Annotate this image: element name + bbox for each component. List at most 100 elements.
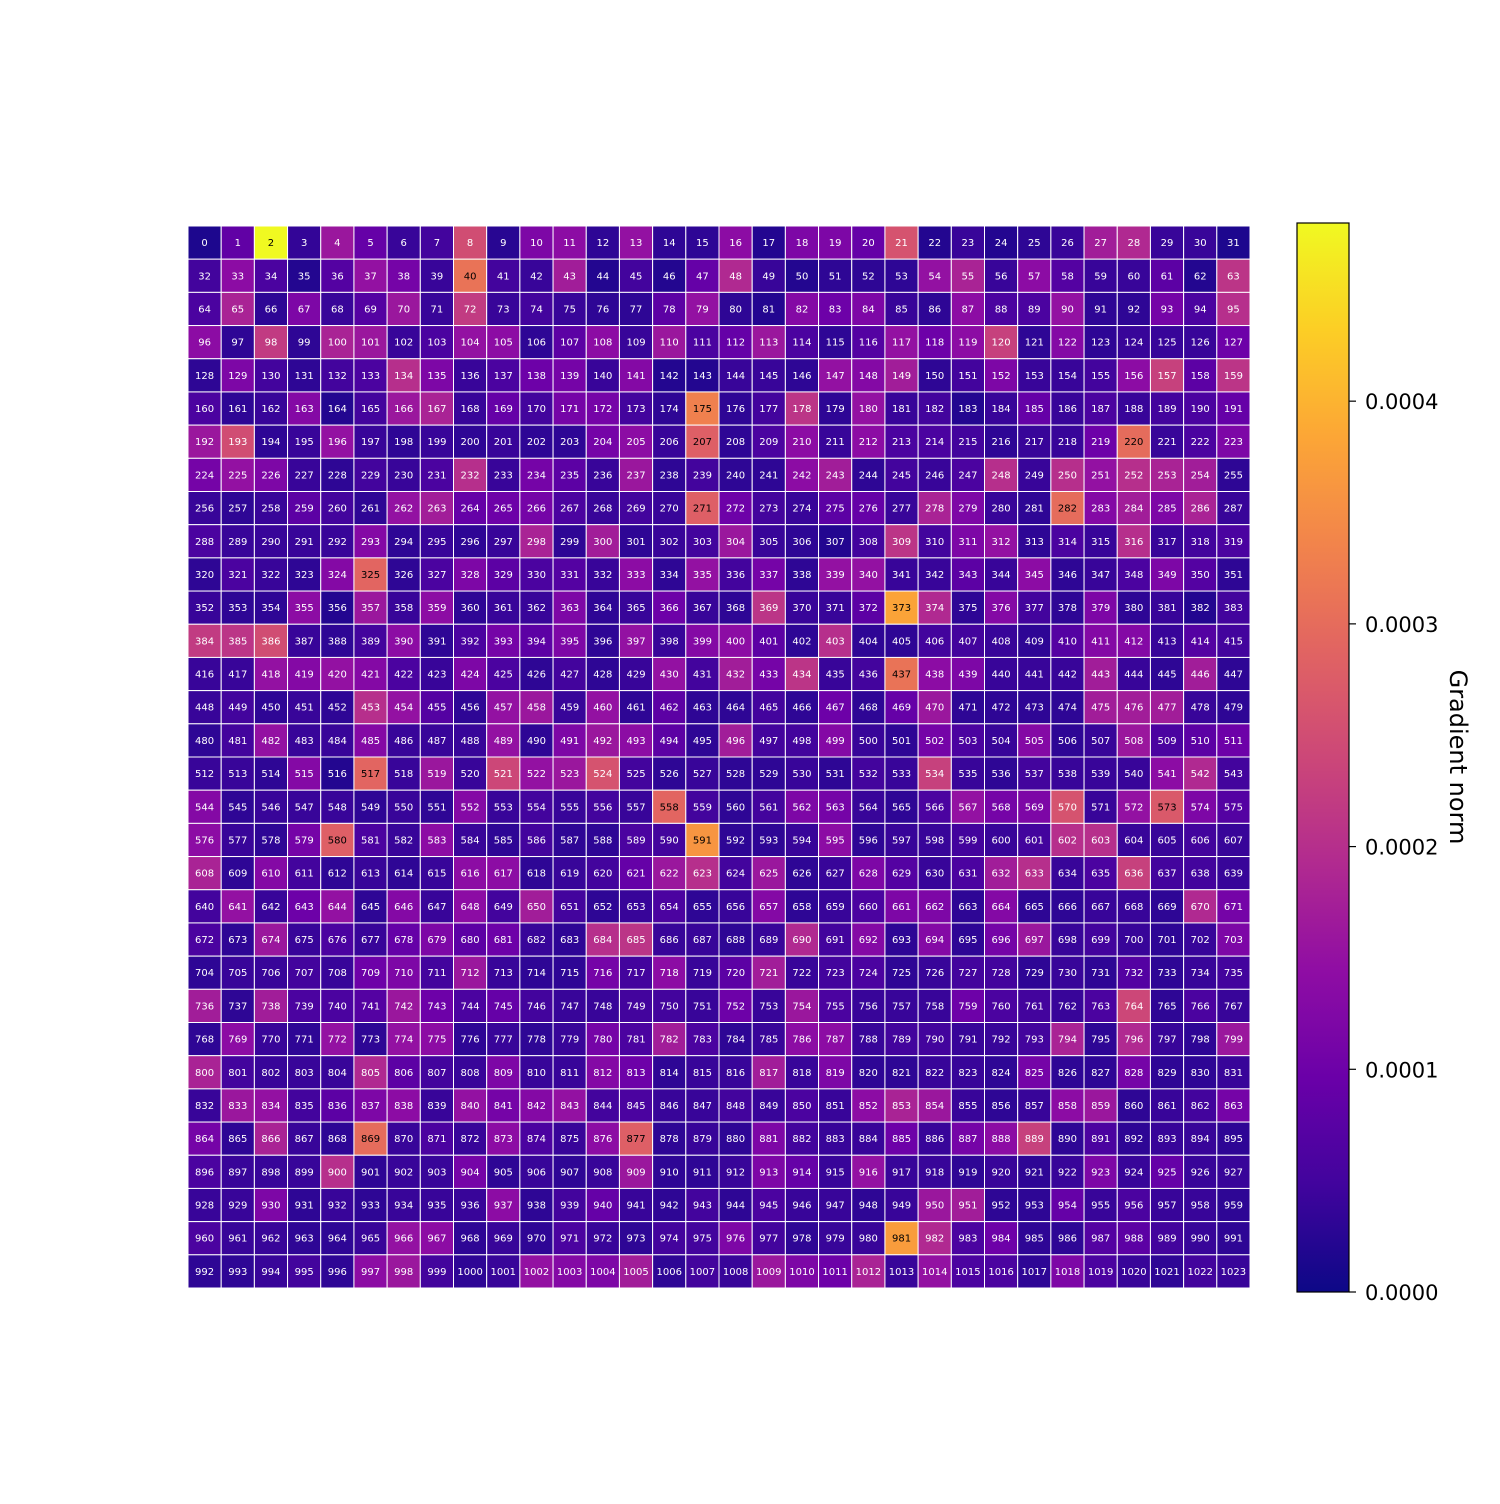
heatmap-cell xyxy=(1149,1121,1185,1156)
heatmap-cell xyxy=(519,756,554,791)
heatmap-cell xyxy=(751,258,786,293)
heatmap-cell xyxy=(353,922,388,957)
heatmap-cell xyxy=(187,922,222,957)
cell-label: 522 xyxy=(527,769,546,780)
heatmap-cell xyxy=(884,424,919,459)
heatmap-cell xyxy=(1017,889,1052,924)
cell-label: 8 xyxy=(467,238,473,249)
cell-label: 1009 xyxy=(756,1267,781,1278)
heatmap-cell xyxy=(984,1254,1019,1289)
cell-label: 462 xyxy=(660,703,679,714)
heatmap-cell xyxy=(287,822,322,858)
heatmap-cell xyxy=(419,291,454,327)
cell-label: 75 xyxy=(563,304,576,315)
heatmap-cell xyxy=(453,656,488,692)
cell-label: 90 xyxy=(1061,304,1074,315)
cell-label: 953 xyxy=(1025,1201,1044,1212)
cell-label: 425 xyxy=(494,670,513,681)
cell-label: 834 xyxy=(261,1101,280,1112)
heatmap-cell xyxy=(519,457,554,492)
cell-label: 186 xyxy=(1058,404,1077,415)
heatmap-cell xyxy=(320,457,355,492)
heatmap-cell xyxy=(1050,1254,1085,1289)
heatmap-cell xyxy=(1183,690,1218,725)
heatmap-cell xyxy=(287,457,322,492)
cell-label: 273 xyxy=(759,504,778,515)
cell-label: 352 xyxy=(195,603,214,614)
cell-label: 622 xyxy=(660,869,679,880)
cell-label: 713 xyxy=(494,968,513,979)
cell-label: 802 xyxy=(261,1068,280,1079)
heatmap-cell xyxy=(618,1254,654,1289)
heatmap-cell xyxy=(652,656,687,692)
cell-label: 173 xyxy=(626,404,645,415)
cell-label: 511 xyxy=(1224,736,1243,747)
cell-label: 668 xyxy=(1124,902,1143,913)
heatmap-cell xyxy=(784,225,820,260)
cell-label: 867 xyxy=(295,1134,314,1145)
cell-label: 935 xyxy=(427,1201,446,1212)
heatmap-cell xyxy=(1083,590,1118,625)
cell-label: 784 xyxy=(726,1035,745,1046)
heatmap-cell xyxy=(585,391,620,426)
heatmap-cell xyxy=(187,325,222,360)
cell-label: 644 xyxy=(328,902,347,913)
cell-label: 669 xyxy=(1157,902,1176,913)
cell-label: 279 xyxy=(958,504,977,515)
cell-label: 162 xyxy=(261,404,280,415)
cell-label: 752 xyxy=(726,1001,745,1012)
heatmap-cell xyxy=(353,358,388,393)
heatmap-cell xyxy=(851,258,886,293)
cell-label: 899 xyxy=(295,1167,314,1178)
heatmap-cell xyxy=(486,889,521,924)
heatmap-cell xyxy=(320,756,355,791)
heatmap-cell xyxy=(386,1088,421,1123)
cell-label: 251 xyxy=(1091,470,1110,481)
cell-label: 922 xyxy=(1058,1167,1077,1178)
cell-label: 487 xyxy=(427,736,446,747)
cell-label: 730 xyxy=(1058,968,1077,979)
cell-label: 357 xyxy=(361,603,380,614)
cell-label: 574 xyxy=(1191,802,1210,813)
heatmap-cell xyxy=(1149,590,1185,625)
heatmap-cell xyxy=(253,424,289,459)
heatmap-cell xyxy=(1216,690,1251,725)
cell-label: 632 xyxy=(992,869,1011,880)
heatmap-cell xyxy=(984,1221,1019,1256)
heatmap-cell xyxy=(353,1187,388,1223)
cell-label: 587 xyxy=(560,835,579,846)
cell-label: 454 xyxy=(394,703,413,714)
cell-label: 193 xyxy=(228,437,247,448)
cell-label: 886 xyxy=(925,1134,944,1145)
cell-label: 658 xyxy=(792,902,811,913)
heatmap-cell xyxy=(984,291,1019,327)
cell-label: 645 xyxy=(361,902,380,913)
cell-label: 427 xyxy=(560,670,579,681)
heatmap-cell xyxy=(685,822,720,858)
heatmap-cell xyxy=(984,325,1019,360)
heatmap-cell xyxy=(1083,623,1118,658)
cell-label: 813 xyxy=(626,1068,645,1079)
cell-label: 905 xyxy=(494,1167,513,1178)
heatmap-cell xyxy=(353,325,388,360)
cell-label: 73 xyxy=(497,304,510,315)
heatmap-cell xyxy=(1083,789,1118,824)
cell-label: 109 xyxy=(626,338,645,349)
cell-label: 118 xyxy=(925,338,944,349)
heatmap-cell xyxy=(1216,822,1251,858)
cell-label: 480 xyxy=(195,736,214,747)
cell-label: 88 xyxy=(995,304,1008,315)
heatmap-cell xyxy=(253,1055,289,1090)
cell-label: 168 xyxy=(461,404,480,415)
cell-label: 523 xyxy=(560,769,579,780)
cell-label: 443 xyxy=(1091,670,1110,681)
cell-label: 69 xyxy=(364,304,377,315)
cell-label: 882 xyxy=(792,1134,811,1145)
cell-label: 952 xyxy=(992,1201,1011,1212)
cell-label: 24 xyxy=(995,238,1008,249)
cell-label: 132 xyxy=(328,371,347,382)
cell-label: 939 xyxy=(560,1201,579,1212)
cell-label: 832 xyxy=(195,1101,214,1112)
heatmap-cell xyxy=(1050,457,1085,492)
cell-label: 919 xyxy=(958,1167,977,1178)
